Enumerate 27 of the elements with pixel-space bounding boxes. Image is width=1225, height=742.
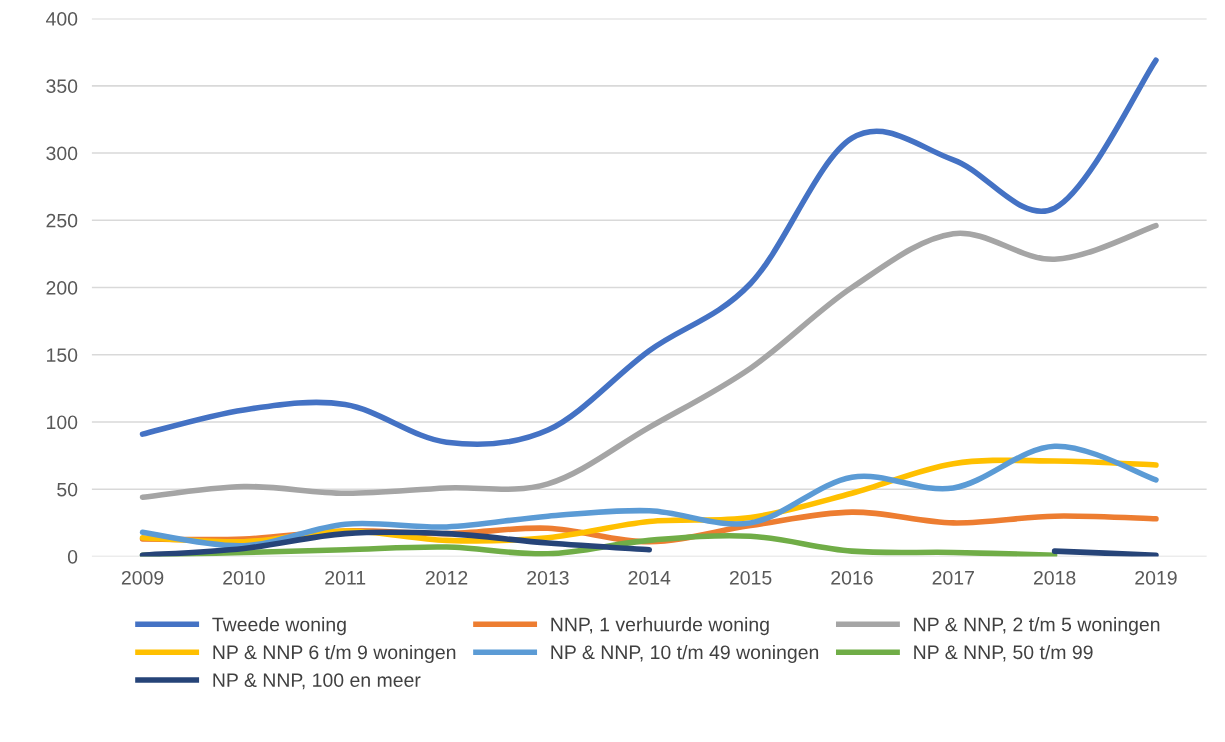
y-tick-label: 300 bbox=[46, 146, 78, 161]
y-tick-label: 0 bbox=[67, 549, 78, 564]
x-tick-label: 2017 bbox=[932, 570, 974, 585]
y-tick-label: 50 bbox=[57, 482, 78, 497]
legend-label: NP & NNP 6 t/m 9 woningen bbox=[213, 644, 456, 664]
x-tick-label: 2010 bbox=[223, 570, 265, 585]
y-tick-label: 200 bbox=[46, 280, 78, 295]
legend-label: NP & NNP, 10 t/m 49 woningen bbox=[551, 644, 819, 664]
y-tick-label: 150 bbox=[47, 348, 78, 363]
x-tick-label: 2014 bbox=[628, 570, 671, 585]
x-tick-label: 2012 bbox=[425, 570, 468, 585]
x-tick-label: 2018 bbox=[1033, 570, 1076, 585]
y-tick-label: 350 bbox=[46, 79, 78, 94]
x-tick-label: 2013 bbox=[527, 570, 569, 585]
x-tick-label: 2016 bbox=[831, 570, 873, 585]
x-tick-label: 2015 bbox=[729, 570, 772, 585]
y-tick-label: 100 bbox=[47, 415, 78, 430]
legend-label: NP & NNP, 100 en meer bbox=[213, 673, 421, 690]
x-tick-label: 2009 bbox=[121, 570, 164, 585]
y-tick-label: 250 bbox=[46, 213, 78, 228]
x-tick-label: 2019 bbox=[1135, 570, 1177, 585]
legend-label: Tweede woning bbox=[212, 617, 346, 636]
x-tick-label: 2011 bbox=[325, 570, 366, 585]
legend-label: NP & NNP, 50 t/m 99 bbox=[914, 644, 1093, 662]
legend-label: NNP, 1 verhuurde woning bbox=[551, 617, 769, 636]
legend-label: NP & NNP, 2 t/m 5 woningen bbox=[914, 617, 1160, 636]
y-tick-label: 400 bbox=[45, 12, 78, 26]
